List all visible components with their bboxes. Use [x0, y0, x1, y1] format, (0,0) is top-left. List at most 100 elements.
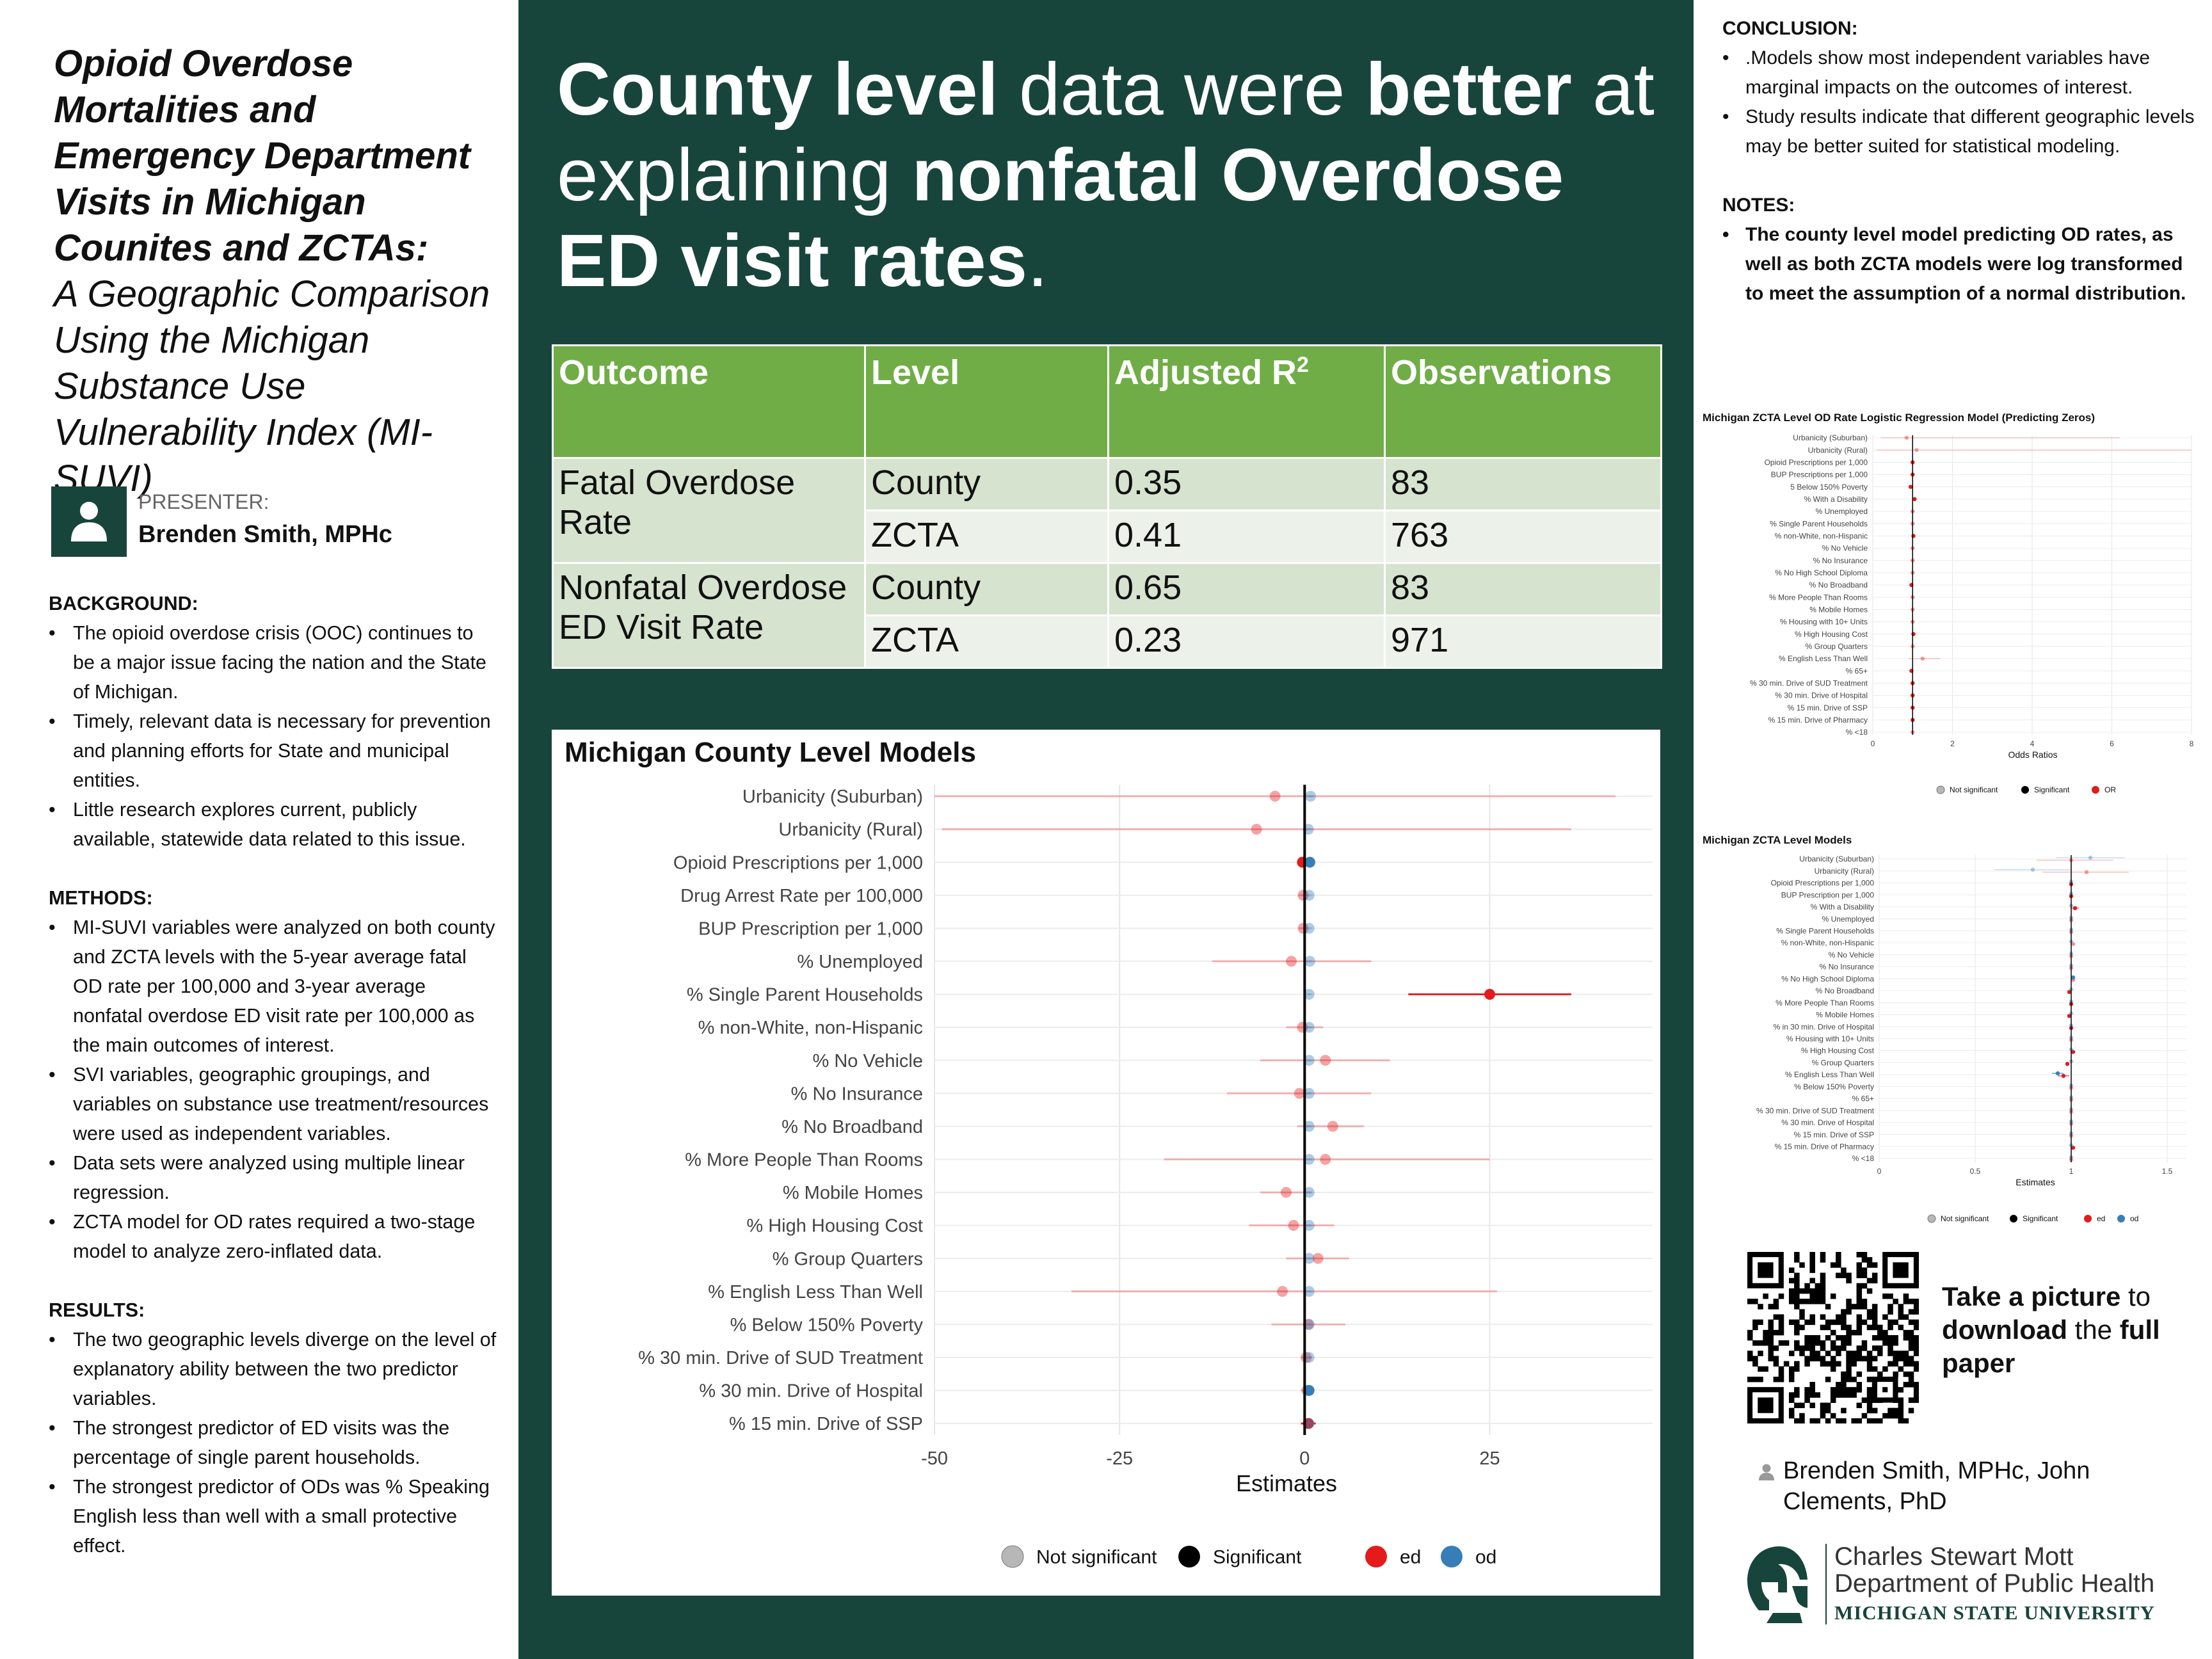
headline-part: data were	[998, 47, 1366, 131]
y-tick-label: % Unemployed	[1822, 915, 1874, 924]
list-item: The two geographic levels diverge on the…	[49, 1325, 497, 1413]
data-point	[2067, 1014, 2072, 1018]
y-tick-label: % High Housing Cost	[746, 1216, 923, 1237]
y-tick-label: % 30 min. Drive of SUD Treatment	[1750, 679, 1868, 688]
y-tick-label: % No Broadband	[1816, 986, 1874, 995]
qr-caption-part: download	[1942, 1315, 2067, 1345]
list-item: Timely, relevant data is necessary for p…	[49, 707, 497, 795]
data-point	[2071, 942, 2076, 947]
y-tick-label: BUP Prescription per 1,000	[1781, 890, 1875, 899]
legend-key	[2010, 1215, 2017, 1222]
data-point	[1327, 1121, 1338, 1132]
y-tick-label: % High Housing Cost	[1795, 630, 1868, 639]
headline-part: better	[1365, 47, 1572, 131]
data-point	[1303, 1220, 1315, 1231]
person-icon	[71, 502, 107, 541]
table-row: Fatal Overdose Rate County 0.35 83	[552, 457, 1662, 564]
y-tick-label: % No Vehicle	[813, 1051, 924, 1071]
data-point	[1303, 922, 1315, 934]
data-point	[1304, 856, 1315, 868]
county-models-chart: Michigan County Level Models Urbanicity (…	[552, 730, 1660, 1596]
y-tick-label: Urbanicity (Suburban)	[1793, 433, 1868, 442]
x-axis-label: Estimates	[2016, 1177, 2055, 1187]
y-tick-label: % 15 min. Drive of SSP	[1794, 1130, 1874, 1139]
section-heading: RESULTS:	[49, 1299, 145, 1321]
data-point	[1904, 435, 1909, 440]
section-list: The opioid overdose crisis (OOC) continu…	[49, 618, 497, 854]
data-point	[1294, 1087, 1305, 1099]
data-point	[1484, 988, 1496, 1000]
x-tick-label: 0	[1299, 1448, 1310, 1469]
zcta-logistic-svg: Michigan ZCTA Level OD Rate Logistic Reg…	[1703, 412, 2194, 794]
qr-code-icon[interactable]	[1747, 1252, 1919, 1423]
y-tick-label: Urbanicity (Suburban)	[1799, 854, 1874, 863]
data-point	[1303, 1187, 1315, 1198]
y-tick-label: Urbanicity (Rural)	[1808, 445, 1868, 454]
data-point	[2084, 870, 2089, 874]
data-point	[1277, 1286, 1288, 1297]
y-tick-label: % With a Disability	[1811, 902, 1874, 911]
table-header-outcome: Outcome	[552, 344, 866, 459]
y-tick-label: % Mobile Homes	[783, 1183, 923, 1203]
y-tick-label: % Housing with 10+ Units	[1786, 1034, 1874, 1043]
y-tick-label: % 30 min. Drive of Hospital	[1781, 1118, 1874, 1127]
chart-title: Michigan ZCTA Level OD Rate Logistic Reg…	[1703, 412, 2095, 424]
results-table: Outcome Level Adjusted R2 Observations F…	[552, 344, 1662, 669]
y-tick-label: % Single Parent Households	[1776, 927, 1874, 936]
x-tick-label: 1.5	[2162, 1167, 2173, 1176]
headline-part: nonfatal Overdose ED visit rates	[557, 133, 1564, 302]
data-point	[2065, 1062, 2070, 1066]
y-tick-label: % non-White, non-Hispanic	[1775, 532, 1868, 541]
logo-line-2: Department of Public Health	[1834, 1569, 2155, 1598]
y-tick-label: Urbanicity (Rural)	[778, 820, 923, 840]
y-tick-label: % Mobile Homes	[1816, 1011, 1874, 1020]
x-tick-label: 4	[2030, 739, 2035, 748]
x-tick-label: -25	[1106, 1448, 1133, 1469]
legend-label: Significant	[1213, 1547, 1302, 1568]
data-point	[1908, 485, 1913, 489]
conclusion-list: .Models show most independent variables …	[1722, 44, 2196, 161]
table-cell: ZCTA	[864, 614, 1109, 669]
legend-label: Not significant	[1036, 1547, 1157, 1568]
data-point	[2071, 1146, 2076, 1150]
list-item: Study results indicate that different ge…	[1722, 102, 2196, 161]
data-point	[1286, 956, 1297, 967]
table-cell: 763	[1384, 509, 1662, 564]
data-point	[1303, 1087, 1315, 1099]
qr-caption-part: Take a picture	[1942, 1281, 2121, 1311]
legend-label: OR	[2104, 785, 2116, 794]
y-tick-label: % <18	[1852, 1154, 1875, 1163]
y-tick-label: % 15 min. Drive of SSP	[729, 1414, 923, 1434]
data-point	[1920, 656, 1925, 661]
data-point	[1303, 1352, 1315, 1363]
y-tick-label: % 30 min. Drive of SUD Treatment	[1756, 1106, 1875, 1115]
y-tick-label: % Unemployed	[797, 952, 923, 972]
section-heading: BACKGROUND:	[49, 593, 198, 614]
y-tick-label: % No Insurance	[1820, 963, 1875, 972]
y-tick-label: % No Broadband	[1809, 581, 1868, 589]
y-tick-label: BUP Prescription per 1,000	[698, 918, 923, 939]
notes-heading: NOTES:	[1722, 195, 1795, 216]
y-tick-label: % Single Parent Households	[687, 985, 923, 1006]
legend-label: Not significant	[1950, 785, 1998, 794]
table-cell: ZCTA	[864, 509, 1109, 564]
logo-line-1: Charles Stewart Mott	[1834, 1543, 2074, 1571]
y-tick-label: % More People Than Rooms	[1775, 998, 1874, 1007]
left-sections: BACKGROUND: The opioid overdose crisis (O…	[49, 589, 497, 1590]
data-point	[2030, 867, 2035, 872]
y-tick-label: % Mobile Homes	[1809, 605, 1868, 614]
legend-label: Significant	[2034, 785, 2070, 794]
headline: County level data were better at explain…	[557, 46, 1671, 303]
legend-label: Not significant	[1941, 1214, 1989, 1223]
x-tick-label: 0	[1871, 739, 1875, 748]
data-point	[1303, 1121, 1315, 1132]
y-tick-label: % 15 min. Drive of Pharmacy	[1775, 1142, 1874, 1151]
y-tick-label: % No Vehicle	[1829, 950, 1875, 959]
legend-key	[1001, 1545, 1024, 1568]
legend-key	[2084, 1215, 2092, 1222]
y-tick-label: % More People Than Rooms	[685, 1150, 923, 1171]
x-tick-label: 2	[1950, 739, 1955, 748]
spartan-helmet-icon	[1747, 1546, 1807, 1623]
y-tick-label: Drug Arrest Rate per 100,000	[680, 886, 923, 906]
legend-label: od	[2130, 1214, 2138, 1223]
